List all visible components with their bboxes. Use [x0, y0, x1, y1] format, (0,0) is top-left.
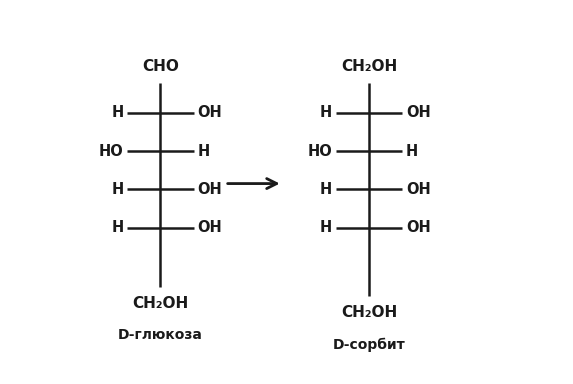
Text: OH: OH	[406, 105, 431, 120]
Text: H: H	[320, 220, 332, 235]
Text: OH: OH	[197, 182, 222, 197]
Text: OH: OH	[406, 220, 431, 235]
Text: CHO: CHO	[142, 59, 179, 74]
Text: OH: OH	[406, 182, 431, 197]
Text: OH: OH	[197, 105, 222, 120]
Text: CH₂OH: CH₂OH	[341, 59, 397, 74]
Text: OH: OH	[197, 220, 222, 235]
Text: H: H	[320, 105, 332, 120]
Text: H: H	[111, 182, 124, 197]
Text: H: H	[111, 220, 124, 235]
Text: CH₂OH: CH₂OH	[341, 305, 397, 320]
Text: H: H	[320, 182, 332, 197]
Text: HO: HO	[99, 144, 124, 159]
Text: H: H	[406, 144, 418, 159]
Text: H: H	[197, 144, 210, 159]
Text: H: H	[111, 105, 124, 120]
Text: HO: HO	[308, 144, 332, 159]
Text: D-глюкоза: D-глюкоза	[118, 328, 203, 343]
Text: CH₂OH: CH₂OH	[132, 296, 189, 311]
Text: D-сорбит: D-сорбит	[333, 337, 406, 352]
